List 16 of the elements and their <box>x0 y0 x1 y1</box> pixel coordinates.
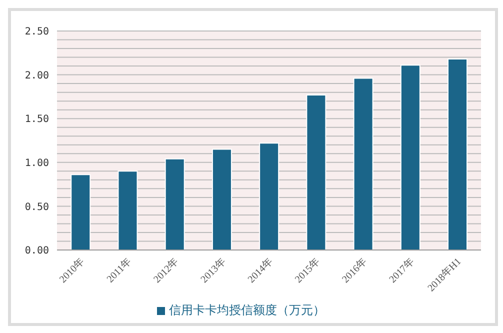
y-tick-label: 2.00 <box>24 70 49 82</box>
bar <box>164 158 185 250</box>
bar <box>118 170 138 250</box>
y-tick-label: 2.50 <box>24 26 49 38</box>
bar <box>70 174 91 250</box>
bar <box>400 64 420 250</box>
bar <box>259 142 280 250</box>
bar <box>448 58 468 250</box>
y-tick-label: 0.00 <box>24 246 49 257</box>
bar <box>353 78 374 250</box>
y-tick-label: 1.00 <box>24 158 49 169</box>
y-tick-label: 0.50 <box>24 202 49 213</box>
legend-label: 信用卡卡均授信额度（万元） <box>169 303 325 317</box>
bar <box>306 94 326 250</box>
bar <box>212 148 232 250</box>
y-tick-label: 1.50 <box>24 114 49 126</box>
